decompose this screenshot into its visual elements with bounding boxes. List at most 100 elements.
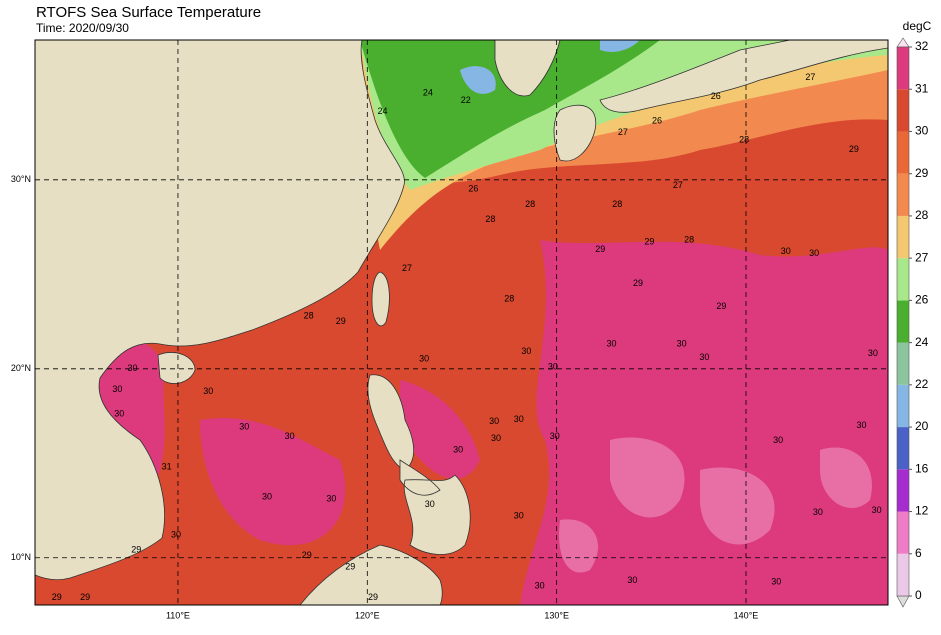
- contour-label: 22: [461, 95, 471, 105]
- colorbar-band: [897, 131, 909, 174]
- contour-label: 28: [504, 293, 514, 303]
- colorbar-band: [897, 47, 909, 90]
- contour-label: 30: [771, 577, 781, 587]
- colorbar-over: [896, 37, 910, 48]
- contour-label: 30: [453, 444, 463, 454]
- contour-label: 24: [377, 106, 387, 116]
- contour-label: 27: [673, 180, 683, 190]
- contour-label: 30: [868, 348, 878, 358]
- philippines-south: [399, 459, 471, 555]
- colorbar-tick-label: 6: [915, 546, 922, 560]
- colorbar-band: [897, 469, 909, 512]
- colorbar-tick-label: 0: [915, 588, 922, 602]
- sst-22-region: [360, 40, 660, 178]
- colorbar-tick-label: 27: [915, 250, 929, 264]
- x-tick-label: 130°E: [544, 610, 569, 620]
- contour-label: 30: [326, 494, 336, 504]
- contour-label: 29: [336, 316, 346, 326]
- contour-label: 30: [773, 435, 783, 445]
- colorbar-frame: [896, 46, 910, 597]
- colorbar-tick-label: 16: [915, 461, 929, 475]
- borneo: [299, 544, 443, 605]
- contour-label: 26: [711, 91, 721, 101]
- subtitle: Time: 2020/09/30: [36, 21, 129, 35]
- contour-label: 30: [171, 529, 181, 539]
- colorbar-tick-label: 31: [915, 81, 929, 95]
- colorbar-label: degC: [903, 19, 932, 33]
- mainland: [35, 40, 405, 581]
- contour-label: 30: [548, 361, 558, 371]
- map-area: [35, 40, 888, 605]
- contour-label: 30: [699, 352, 709, 362]
- sst-31-region: [559, 437, 872, 573]
- contour-label: 24: [423, 87, 433, 97]
- contour-label: 29: [131, 545, 141, 555]
- y-tick-label: 20°N: [11, 363, 31, 373]
- contour-label: 30: [114, 409, 124, 419]
- contour-label: 27: [618, 127, 628, 137]
- colorbar-band: [897, 427, 909, 470]
- contour-label: 29: [644, 237, 654, 247]
- contour-label: 26: [468, 184, 478, 194]
- contour-label: 28: [304, 310, 314, 320]
- sst-30-region: [520, 240, 888, 605]
- contour-label: 30: [550, 431, 560, 441]
- x-tick-label: 140°E: [734, 610, 759, 620]
- contour-label: 30: [809, 248, 819, 258]
- contour-label: 30: [627, 575, 637, 585]
- title: RTOFS Sea Surface Temperature: [36, 4, 261, 21]
- colorbar-band: [897, 342, 909, 385]
- colorbar-tick-label: 30: [915, 124, 929, 138]
- contour-label: 30: [514, 414, 524, 424]
- colorbar-tick-label: 12: [915, 504, 929, 518]
- colorbar-tick-label: 26: [915, 293, 929, 307]
- hainan: [157, 352, 196, 384]
- contour-label: 30: [872, 505, 882, 515]
- contour-label: 28: [612, 199, 622, 209]
- colorbar-band: [897, 89, 909, 132]
- contour-label: 30: [203, 386, 213, 396]
- colorbar-band: [897, 258, 909, 301]
- land: [35, 40, 888, 605]
- colorbar-band: [897, 511, 909, 554]
- contour-label: 29: [80, 592, 90, 602]
- contour-label: 28: [525, 199, 535, 209]
- contour-label: 28: [684, 235, 694, 245]
- colorbar-tick-label: 24: [915, 335, 929, 349]
- contour-label: 29: [716, 301, 726, 311]
- contour-label: 30: [856, 420, 866, 430]
- contour-label: 29: [633, 278, 643, 288]
- contour-label: 26: [652, 116, 662, 126]
- colorbar-band: [897, 173, 909, 216]
- map-frame: [34, 39, 889, 606]
- colorbar-band: [897, 215, 909, 259]
- contour-label: 29: [302, 550, 312, 560]
- x-tick-label: 120°E: [355, 610, 380, 620]
- contour-label: 29: [849, 144, 859, 154]
- contour-label: 30: [607, 339, 617, 349]
- taiwan: [371, 271, 390, 327]
- colorbar-tick-label: 28: [915, 208, 929, 222]
- contour-label: 30: [813, 507, 823, 517]
- y-tick-label: 10°N: [11, 552, 31, 562]
- contour-label: 30: [425, 499, 435, 509]
- contour-label: 30: [112, 384, 122, 394]
- contour-label: 30: [521, 346, 531, 356]
- colorbar-band: [897, 553, 909, 596]
- colorbar-tick-label: 22: [915, 377, 929, 391]
- colorbar-tick-label: 20: [915, 419, 929, 433]
- contour-label: 30: [239, 422, 249, 432]
- contour-label: 27: [805, 72, 815, 82]
- contour-label: 30: [514, 511, 524, 521]
- japan: [553, 40, 888, 162]
- y-tick-label: 30°N: [11, 174, 31, 184]
- colorbar-under: [896, 595, 910, 608]
- contour-label: 29: [52, 592, 62, 602]
- colorbar-tick-label: 32: [915, 39, 929, 53]
- contour-label: 30: [781, 246, 791, 256]
- sst-30-region: [97, 336, 480, 546]
- contour-label: 30: [285, 431, 295, 441]
- colorbar-band: [897, 384, 909, 428]
- contour-label: 30: [677, 339, 687, 349]
